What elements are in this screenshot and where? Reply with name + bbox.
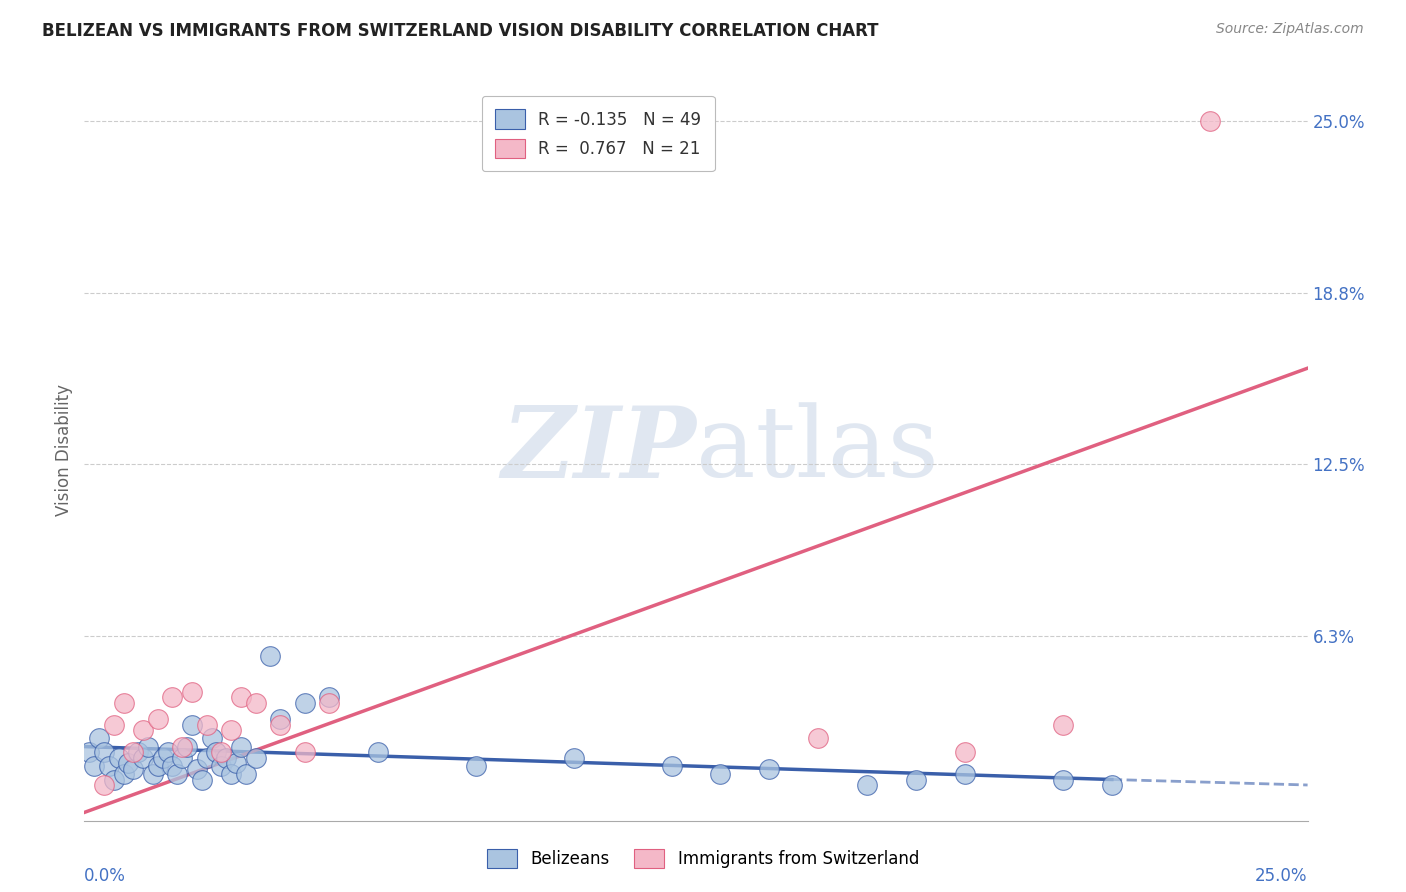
Text: 25.0%: 25.0% <box>1256 867 1308 885</box>
Point <box>172 739 194 754</box>
Point <box>132 723 155 738</box>
Point <box>367 745 389 759</box>
Point <box>807 731 830 746</box>
Point <box>758 762 780 776</box>
Point <box>112 696 135 710</box>
Point <box>205 745 228 759</box>
Point <box>562 750 585 764</box>
Point <box>294 696 316 710</box>
Legend: Belizeans, Immigrants from Switzerland: Belizeans, Immigrants from Switzerland <box>481 842 925 875</box>
Point <box>132 750 155 764</box>
Point <box>93 778 115 792</box>
Point <box>318 690 340 705</box>
Point <box>122 745 145 759</box>
Point <box>162 759 184 773</box>
Point <box>229 690 252 705</box>
Point <box>83 759 105 773</box>
Point <box>1052 772 1074 787</box>
Point <box>97 759 120 773</box>
Text: Source: ZipAtlas.com: Source: ZipAtlas.com <box>1216 22 1364 37</box>
Point <box>661 759 683 773</box>
Point <box>152 750 174 764</box>
Point <box>269 712 291 726</box>
Point <box>142 767 165 781</box>
Point <box>181 685 204 699</box>
Legend: R = -0.135   N = 49, R =  0.767   N = 21: R = -0.135 N = 49, R = 0.767 N = 21 <box>482 96 714 171</box>
Point <box>1052 717 1074 731</box>
Point <box>146 759 169 773</box>
Point <box>215 750 238 764</box>
Point <box>235 767 257 781</box>
Text: atlas: atlas <box>696 402 939 499</box>
Text: ZIP: ZIP <box>501 402 696 499</box>
Point <box>166 767 188 781</box>
Point <box>219 767 242 781</box>
Text: BELIZEAN VS IMMIGRANTS FROM SWITZERLAND VISION DISABILITY CORRELATION CHART: BELIZEAN VS IMMIGRANTS FROM SWITZERLAND … <box>42 22 879 40</box>
Point <box>103 717 125 731</box>
Point <box>107 750 129 764</box>
Point <box>195 717 218 731</box>
Y-axis label: Vision Disability: Vision Disability <box>55 384 73 516</box>
Point <box>1198 114 1220 128</box>
Point <box>318 696 340 710</box>
Point <box>162 690 184 705</box>
Point <box>209 759 232 773</box>
Point <box>186 762 208 776</box>
Point <box>77 745 100 759</box>
Point <box>219 723 242 738</box>
Point <box>156 745 179 759</box>
Point <box>245 750 267 764</box>
Point <box>225 756 247 770</box>
Point <box>127 745 149 759</box>
Point <box>181 717 204 731</box>
Point <box>259 649 281 664</box>
Point <box>87 731 110 746</box>
Point <box>117 756 139 770</box>
Point <box>122 762 145 776</box>
Point <box>953 767 976 781</box>
Point <box>191 772 214 787</box>
Point <box>195 750 218 764</box>
Point <box>112 767 135 781</box>
Point <box>269 717 291 731</box>
Point <box>229 739 252 754</box>
Point <box>294 745 316 759</box>
Point <box>93 745 115 759</box>
Point <box>176 739 198 754</box>
Point <box>905 772 928 787</box>
Point <box>172 750 194 764</box>
Point <box>953 745 976 759</box>
Point <box>1101 778 1123 792</box>
Point <box>464 759 486 773</box>
Point <box>245 696 267 710</box>
Point <box>856 778 879 792</box>
Point <box>146 712 169 726</box>
Point <box>709 767 731 781</box>
Text: 0.0%: 0.0% <box>84 867 127 885</box>
Point <box>136 739 159 754</box>
Point <box>200 731 222 746</box>
Point <box>209 745 232 759</box>
Point <box>103 772 125 787</box>
